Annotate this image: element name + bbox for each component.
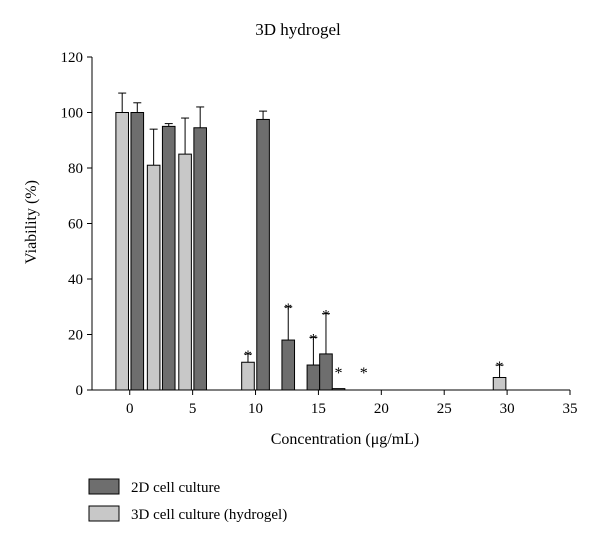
bar [306, 364, 321, 391]
chart-title: 3D hydrogel [255, 20, 341, 39]
x-tick-label: 30 [500, 401, 515, 417]
y-tick-label: 20 [68, 328, 83, 344]
legend-label: 2D cell culture [131, 480, 220, 496]
x-tick-label: 5 [189, 401, 197, 417]
x-tick-label: 25 [437, 401, 452, 417]
y-tick-label: 120 [61, 50, 84, 66]
error-bars-layer [118, 92, 504, 378]
significance-star: * [496, 359, 504, 376]
bar [115, 112, 129, 391]
x-tick-label: 35 [563, 401, 578, 417]
y-tick-label: 60 [68, 217, 83, 233]
significance-star: * [360, 365, 368, 382]
significance-star: * [309, 331, 317, 348]
significance-star: * [244, 348, 252, 365]
legend-swatch [88, 478, 120, 495]
significance-layer: * * * * * * * [244, 301, 504, 382]
legend: 2D cell culture 3D cell culture (hydrogel… [88, 478, 287, 523]
significance-star: * [322, 308, 330, 325]
bar [492, 377, 507, 391]
x-tick-label: 0 [126, 401, 134, 417]
x-tick-label: 10 [248, 401, 263, 417]
significance-star: * [335, 365, 343, 382]
bar [281, 339, 296, 391]
legend-swatch [88, 505, 120, 522]
bar [319, 353, 333, 391]
y-tick-label: 100 [61, 106, 84, 122]
bar [130, 112, 145, 391]
x-tick-label: 15 [311, 401, 326, 417]
bar [161, 125, 176, 391]
axes-layer: 0 20 40 60 80 100 120 0 5 10 15 20 25 30 35 [61, 50, 578, 417]
y-tick-label: 40 [68, 272, 83, 288]
y-axis-label: Viability (%) [23, 180, 40, 264]
bar [256, 118, 270, 391]
y-tick-label: 0 [76, 383, 84, 399]
bar [178, 153, 192, 391]
x-axis-label: Concentration (μg/mL) [271, 431, 420, 448]
y-tick-label: 80 [68, 161, 83, 177]
bar [241, 361, 255, 391]
x-tick-label: 20 [374, 401, 389, 417]
legend-label: 3D cell culture (hydrogel) [131, 507, 287, 523]
bar [193, 127, 207, 391]
bars-layer [115, 112, 507, 391]
bar [146, 164, 161, 391]
significance-star: * [284, 301, 292, 318]
